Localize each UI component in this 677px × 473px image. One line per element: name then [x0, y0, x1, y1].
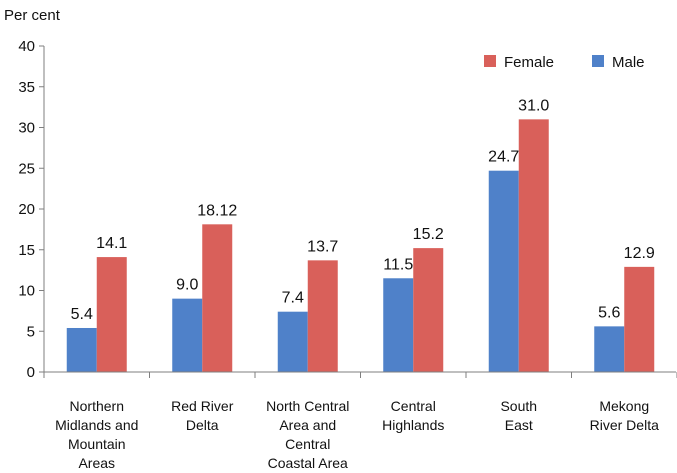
- bar-female: [518, 119, 549, 372]
- category-label: Red River Delta: [171, 398, 234, 433]
- legend-swatch-male: [592, 55, 604, 67]
- data-label-male: 5.6: [598, 304, 620, 321]
- bar-female: [202, 224, 233, 372]
- category-label: Mekong River Delta: [590, 398, 659, 433]
- bar-female: [624, 266, 655, 372]
- category-label-line: Red River: [171, 398, 234, 414]
- category-label: South East: [500, 398, 537, 433]
- y-tick-label: 5: [27, 323, 35, 340]
- bars: [66, 119, 655, 372]
- category-label-line: Central: [391, 398, 436, 414]
- bar-male: [594, 326, 625, 372]
- category-label-line: South: [500, 398, 537, 414]
- category-label-line: Highlands: [382, 417, 444, 433]
- axes: [39, 45, 677, 378]
- legend-label-male: Male: [612, 54, 645, 71]
- bar-female: [413, 248, 444, 372]
- category-label: Central Highlands: [382, 398, 444, 433]
- category-label-line: Coastal Area: [268, 455, 348, 471]
- y-tick-label: 25: [18, 160, 35, 177]
- y-tick-label: 30: [18, 120, 35, 137]
- data-label-female: 18.12: [197, 202, 237, 219]
- data-label-female: 12.9: [624, 245, 655, 262]
- category-label-line: East: [505, 417, 533, 433]
- data-label-female: 13.7: [307, 238, 338, 255]
- category-label-line: Mekong: [599, 398, 649, 414]
- bar-female: [307, 260, 338, 372]
- category-label: Northern Midlands and Mountain Areas: [55, 398, 138, 471]
- bar-male: [383, 278, 414, 372]
- category-label: North Central Area and Central Coastal Area: [266, 398, 349, 471]
- data-label-male: 24.7: [488, 149, 519, 166]
- bar-male: [66, 327, 97, 372]
- data-label-male: 5.4: [71, 306, 93, 323]
- category-label-line: Northern: [70, 398, 124, 414]
- category-label-line: Mountain: [68, 436, 126, 452]
- y-axis-ticks: 0 5 10 15 20 25 30 35 40: [18, 38, 35, 381]
- category-label-line: Central: [285, 436, 330, 452]
- bar-male: [172, 298, 203, 372]
- y-tick-label: 35: [18, 79, 35, 96]
- data-label-male: 7.4: [282, 290, 304, 307]
- y-axis-label: Per cent: [4, 7, 61, 24]
- bar-male: [277, 311, 308, 372]
- y-tick-label: 15: [18, 242, 35, 259]
- legend-label-female: Female: [504, 54, 554, 71]
- data-labels: 5.4 14.1 9.0 18.12 7.4 13.7 11.515.2 24.7 31.0 5.…: [71, 97, 655, 323]
- category-label-line: Delta: [186, 417, 219, 433]
- data-label-female: 14.1: [96, 235, 127, 252]
- category-label-line: Midlands and: [55, 417, 138, 433]
- category-labels: Northern Midlands and Mountain Areas Red Riv…: [55, 398, 659, 471]
- data-label-male: 9.0: [176, 277, 198, 294]
- y-tick-label: 10: [18, 283, 35, 300]
- legend-swatch-female: [484, 55, 496, 67]
- bar-male: [488, 170, 519, 372]
- category-label-line: Area and: [279, 417, 336, 433]
- legend: Female Male: [484, 54, 645, 71]
- category-label-line: Areas: [78, 455, 115, 471]
- bar-female: [96, 257, 127, 372]
- data-label-male: 11.5: [383, 256, 413, 273]
- category-label-line: North Central: [266, 398, 349, 414]
- y-tick-label: 0: [27, 364, 35, 381]
- y-tick-label: 20: [18, 201, 35, 218]
- data-label-female: 31.0: [518, 97, 549, 114]
- y-tick-label: 40: [18, 38, 35, 55]
- data-label-female: 15.2: [413, 226, 444, 243]
- category-label-line: River Delta: [590, 417, 659, 433]
